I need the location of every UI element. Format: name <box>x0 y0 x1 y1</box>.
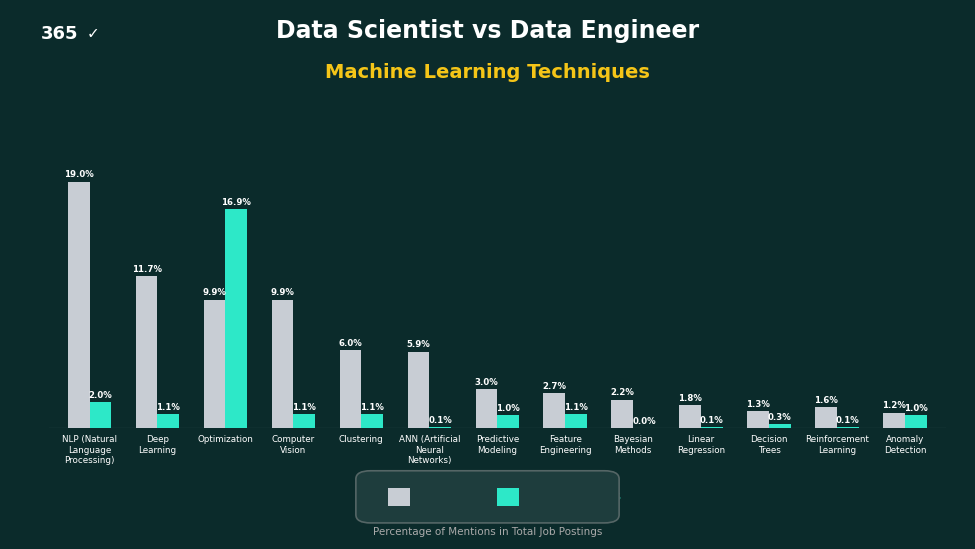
Text: 3.0%: 3.0% <box>475 378 498 387</box>
Text: 1.0%: 1.0% <box>496 404 520 413</box>
Bar <box>769 424 791 428</box>
Text: 16.9%: 16.9% <box>221 198 252 206</box>
Text: 11.7%: 11.7% <box>132 265 162 274</box>
Text: 0.3%: 0.3% <box>768 413 792 422</box>
Bar <box>747 411 769 428</box>
Text: 19.0%: 19.0% <box>63 170 94 180</box>
Bar <box>680 405 701 428</box>
Bar <box>136 276 158 428</box>
Bar <box>905 415 926 428</box>
Text: 2.7%: 2.7% <box>542 382 566 391</box>
Bar <box>158 414 179 428</box>
Bar <box>293 414 315 428</box>
Text: 1.1%: 1.1% <box>565 402 588 412</box>
Text: ✓: ✓ <box>87 26 99 41</box>
Bar <box>225 209 248 428</box>
Bar <box>701 427 722 428</box>
Bar <box>611 400 633 428</box>
Bar <box>408 352 429 428</box>
Text: 0.0%: 0.0% <box>632 417 656 426</box>
Bar <box>429 427 451 428</box>
Bar <box>543 393 566 428</box>
Text: 0.1%: 0.1% <box>700 416 723 424</box>
Text: 9.9%: 9.9% <box>271 288 294 298</box>
Text: Data Scientist vs Data Engineer: Data Scientist vs Data Engineer <box>276 19 699 43</box>
Text: 6.0%: 6.0% <box>338 339 363 348</box>
Bar <box>566 414 587 428</box>
Text: 2.2%: 2.2% <box>610 388 634 397</box>
Bar <box>362 414 383 428</box>
Text: 1.3%: 1.3% <box>746 400 770 409</box>
Text: 0.1%: 0.1% <box>428 416 452 424</box>
Text: 1.2%: 1.2% <box>882 401 906 410</box>
Bar <box>497 415 519 428</box>
Bar <box>339 350 362 428</box>
Text: 1.1%: 1.1% <box>292 402 316 412</box>
Bar <box>476 389 497 428</box>
Text: 1.6%: 1.6% <box>814 396 838 405</box>
Bar <box>815 407 837 428</box>
Text: 2.0%: 2.0% <box>89 391 112 400</box>
Bar <box>837 427 859 428</box>
Bar <box>883 413 905 428</box>
Text: 9.9%: 9.9% <box>203 288 226 298</box>
Text: Data Engineers: Data Engineers <box>530 490 621 503</box>
Text: 365: 365 <box>41 25 78 43</box>
Bar <box>90 402 111 428</box>
Text: 1.8%: 1.8% <box>679 394 702 402</box>
Text: 1.1%: 1.1% <box>156 402 180 412</box>
Bar <box>272 300 293 428</box>
Bar <box>68 182 90 428</box>
Text: Percentage of Mentions in Total Job Postings: Percentage of Mentions in Total Job Post… <box>372 527 603 537</box>
Text: 0.1%: 0.1% <box>836 416 860 424</box>
Text: 1.1%: 1.1% <box>361 402 384 412</box>
Bar <box>204 300 225 428</box>
Text: 1.0%: 1.0% <box>904 404 928 413</box>
Text: 5.9%: 5.9% <box>407 340 430 349</box>
Text: Machine Learning Techniques: Machine Learning Techniques <box>325 63 650 82</box>
Text: Data Scientists: Data Scientists <box>421 490 510 503</box>
